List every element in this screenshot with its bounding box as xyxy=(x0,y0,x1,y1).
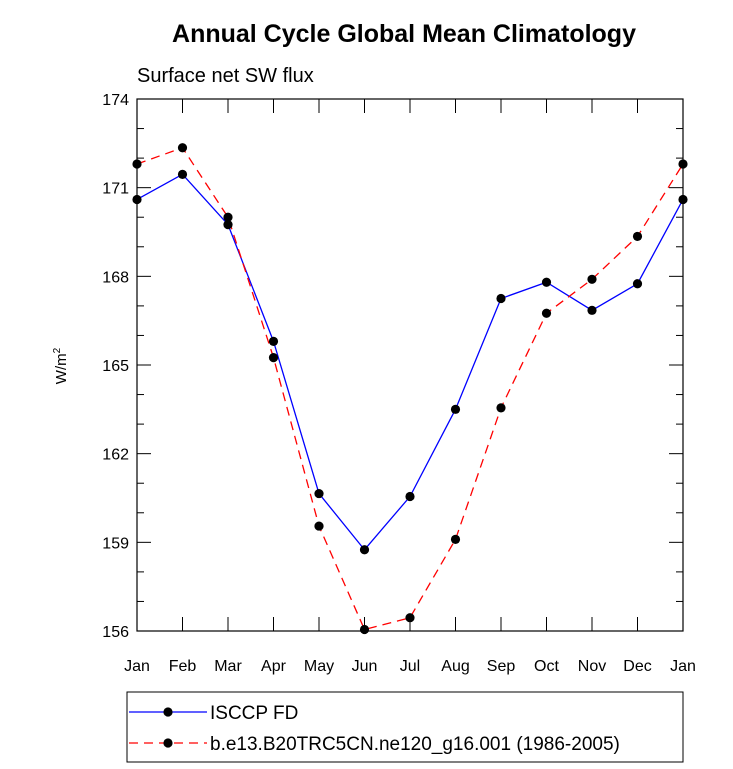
x-tick-label: Oct xyxy=(534,658,559,675)
x-tick-label: Mar xyxy=(214,658,242,675)
series-0-point xyxy=(496,293,506,304)
y-tick-label: 168 xyxy=(102,269,129,286)
series-1-point xyxy=(132,159,142,169)
series-1-point xyxy=(496,403,506,413)
series-1-point xyxy=(587,274,597,284)
plot-area xyxy=(136,98,684,632)
y-tick-label: 165 xyxy=(102,358,129,375)
series-0-point xyxy=(177,169,188,179)
x-tick-label: May xyxy=(304,658,334,675)
legend-marker-isccp xyxy=(163,707,173,717)
axis-ticks xyxy=(136,98,684,632)
series-1-point xyxy=(450,534,461,544)
series-line-1 xyxy=(136,146,684,631)
series-1-point xyxy=(405,613,415,623)
series-0-point xyxy=(632,279,643,289)
y-axis-label: W/m2 xyxy=(52,347,70,384)
chart-subtitle: Surface net SW flux xyxy=(137,65,314,87)
legend: ISCCP FD b.e13.B20TRC5CN.ne120_g16.001 (… xyxy=(126,691,684,763)
series-0-point xyxy=(132,194,142,205)
y-tick-label: 156 xyxy=(102,624,129,641)
x-tick-label: Jan xyxy=(124,658,150,675)
series-0-point xyxy=(223,220,233,230)
x-tick-label: Jun xyxy=(352,658,378,675)
series-0-point xyxy=(450,404,461,414)
series-1-point xyxy=(223,212,233,222)
x-tick-label: Nov xyxy=(578,658,606,675)
legend-label-isccp: ISCCP FD xyxy=(210,703,298,724)
x-tick-label: Jul xyxy=(400,658,420,675)
x-tick-label: Feb xyxy=(169,658,197,675)
y-axis-label-base: W/m xyxy=(53,353,70,384)
y-tick-label: 174 xyxy=(102,92,129,109)
x-tick-label: Apr xyxy=(261,658,287,675)
series-0-point xyxy=(678,194,688,205)
series-0-point xyxy=(268,336,279,346)
series-0-point xyxy=(405,491,415,502)
x-tick-label: Jan xyxy=(670,658,696,675)
series-1-point xyxy=(314,521,324,531)
series-0-point xyxy=(314,488,324,499)
chart-title: Annual Cycle Global Mean Climatology xyxy=(172,20,636,48)
series-0-point xyxy=(541,277,552,287)
y-tick-label: 162 xyxy=(102,447,129,464)
x-tick-label: Aug xyxy=(441,658,469,675)
legend-label-model: b.e13.B20TRC5CN.ne120_g16.001 (1986-2005… xyxy=(210,734,620,755)
series-1-point xyxy=(678,159,688,169)
series-1-point xyxy=(541,308,552,318)
series-1-point xyxy=(268,353,279,363)
y-tick-labels: 156 159 162 165 168 171 174 xyxy=(102,92,129,641)
legend-box xyxy=(126,691,684,763)
series-1-point xyxy=(177,143,188,153)
x-tick-labels: Jan Feb Mar Apr May Jun Jul Aug Sep Oct Nov Dec Jan xyxy=(124,658,696,675)
legend-marker-model xyxy=(163,738,173,748)
y-axis-label-sup: 2 xyxy=(52,347,63,353)
series-1-point xyxy=(632,231,643,242)
y-tick-label: 171 xyxy=(102,181,129,198)
series-0-point xyxy=(359,545,370,555)
series-layer xyxy=(132,143,688,635)
series-0-point xyxy=(587,305,597,315)
x-tick-label: Dec xyxy=(623,658,651,675)
y-tick-label: 159 xyxy=(102,535,129,552)
x-tick-label: Sep xyxy=(487,658,516,675)
series-1-point xyxy=(359,624,370,635)
